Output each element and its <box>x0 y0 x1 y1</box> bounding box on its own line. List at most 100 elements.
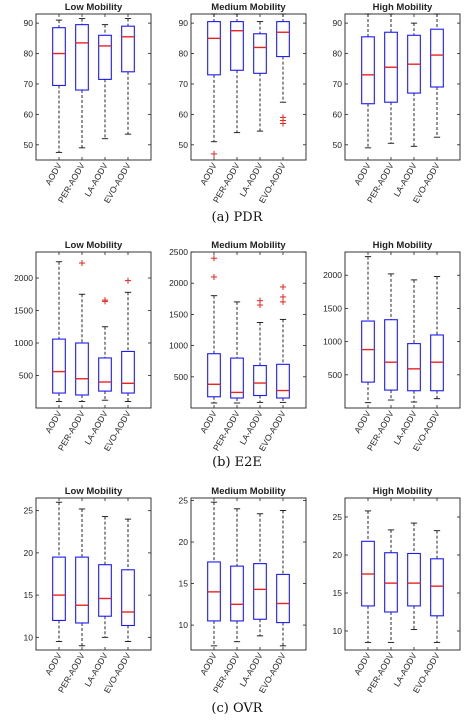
y-tick-label: 70 <box>24 79 34 89</box>
y-tick-label: 80 <box>179 49 189 59</box>
iqr-box <box>276 363 290 399</box>
panel-1: Medium Mobility5060708090AODVPER-AODVLA-… <box>179 2 307 205</box>
y-tick-label: 2000 <box>169 278 188 288</box>
y-tick-label: 10 <box>179 620 189 630</box>
y-tick-label: 10 <box>24 632 34 642</box>
category-label: AODV <box>43 161 64 187</box>
y-tick-label: 25 <box>24 506 34 516</box>
iqr-box <box>407 552 421 607</box>
y-tick-label: 1500 <box>323 303 342 313</box>
y-tick-label: 50 <box>179 140 189 150</box>
outlier-marker <box>102 297 108 304</box>
panel-5: High Mobility500100015002000AODVPER-AODV… <box>323 240 461 453</box>
iqr-box <box>75 24 89 91</box>
iqr-box <box>98 34 112 80</box>
category-label: AODV <box>43 409 64 435</box>
y-tick-label: 15 <box>179 579 189 589</box>
y-tick-label: 70 <box>179 79 189 89</box>
iqr-box <box>207 21 221 76</box>
category-label: AODV <box>43 651 64 677</box>
outlier-marker <box>79 260 85 267</box>
plot-frame <box>35 497 152 651</box>
panel-8: High Mobility10152025AODVPER-AODVLA-AODV… <box>333 486 461 695</box>
iqr-box <box>361 36 375 105</box>
caption-pdr: (a) PDR <box>212 210 264 225</box>
category-label: AODV <box>198 651 219 677</box>
panel-6: Low Mobility10152025AODVPER-AODVLA-AODVE… <box>24 486 152 695</box>
panel-2: High Mobility5060708090AODVPER-AODVLA-AO… <box>333 2 461 205</box>
panel-4: Medium Mobility5001000150020002500AODVPE… <box>169 240 307 453</box>
outlier-marker <box>257 297 263 304</box>
iqr-box <box>430 558 444 617</box>
iqr-box <box>253 33 267 74</box>
iqr-box <box>253 563 267 620</box>
iqr-box <box>253 365 267 397</box>
caption-ovr: (c) OVR <box>211 701 263 716</box>
iqr-box <box>75 342 89 396</box>
plot-frame <box>35 251 152 409</box>
iqr-box <box>361 320 375 383</box>
y-tick-label: 25 <box>179 495 189 505</box>
y-tick-label: 90 <box>333 18 343 28</box>
outlier-marker <box>125 277 131 284</box>
outlier-marker <box>211 255 217 262</box>
iqr-box <box>207 353 221 398</box>
y-tick-label: 25 <box>333 512 343 522</box>
panel-title: High Mobility <box>373 486 433 497</box>
iqr-box <box>121 25 135 73</box>
outlier-marker <box>211 273 217 280</box>
y-tick-label: 1500 <box>169 309 188 319</box>
y-tick-label: 80 <box>24 49 34 59</box>
iqr-box <box>384 552 398 613</box>
panel-title: Medium Mobility <box>211 2 286 13</box>
panel-3: Low Mobility500100015002000AODVPER-AODVL… <box>14 240 152 453</box>
iqr-box <box>384 319 398 391</box>
panel-title: High Mobility <box>373 2 433 13</box>
iqr-box <box>52 556 66 621</box>
iqr-box <box>98 564 112 617</box>
y-tick-label: 2500 <box>169 247 188 257</box>
y-tick-label: 1000 <box>14 338 33 348</box>
y-tick-label: 1000 <box>169 341 188 351</box>
iqr-box <box>52 27 66 87</box>
iqr-box <box>121 569 135 627</box>
y-tick-label: 15 <box>333 588 343 598</box>
category-label: AODV <box>198 161 219 187</box>
panel-title: Medium Mobility <box>211 486 286 497</box>
y-tick-label: 2000 <box>323 270 342 280</box>
y-tick-label: 70 <box>333 79 343 89</box>
y-tick-label: 60 <box>24 109 34 119</box>
y-tick-label: 2000 <box>14 273 33 283</box>
y-tick-label: 50 <box>24 140 34 150</box>
y-tick-label: 20 <box>333 550 343 560</box>
y-tick-label: 500 <box>174 372 188 382</box>
iqr-box <box>230 357 244 399</box>
y-tick-label: 1500 <box>14 306 33 316</box>
y-tick-label: 80 <box>333 49 343 59</box>
panel-title: Low Mobility <box>65 486 123 497</box>
category-label: AODV <box>198 409 219 435</box>
plot-frame <box>344 13 461 161</box>
panel-title: Low Mobility <box>65 240 123 251</box>
outlier-marker <box>280 293 286 300</box>
iqr-box <box>75 556 89 624</box>
panel-7: Medium Mobility10152025AODVPER-AODVLA-AO… <box>179 486 307 695</box>
y-tick-label: 60 <box>179 109 189 119</box>
category-label: AODV <box>352 651 373 677</box>
iqr-box <box>276 21 290 58</box>
plot-frame <box>35 13 152 161</box>
plot-frame <box>344 251 461 409</box>
y-tick-label: 20 <box>179 537 189 547</box>
outlier-marker <box>280 120 286 127</box>
iqr-box <box>98 357 112 392</box>
outlier-marker <box>280 283 286 290</box>
plot-frame <box>190 13 307 161</box>
y-tick-label: 20 <box>24 548 34 558</box>
panel-title: Medium Mobility <box>211 240 286 251</box>
plot-frame <box>190 497 307 651</box>
y-tick-label: 500 <box>328 370 342 380</box>
y-tick-label: 50 <box>333 140 343 150</box>
panel-title: Low Mobility <box>65 2 123 13</box>
y-tick-label: 90 <box>24 18 34 28</box>
